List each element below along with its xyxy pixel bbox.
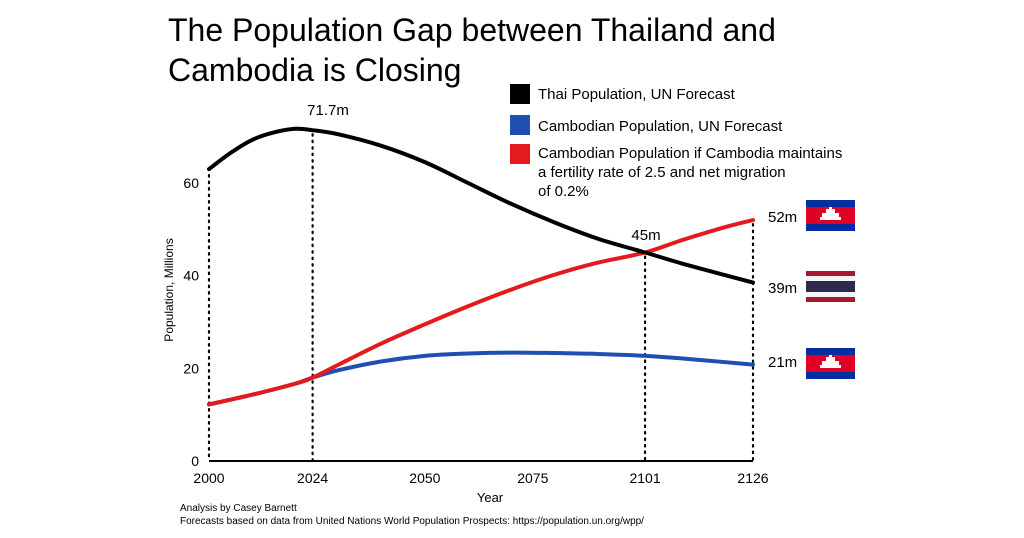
series-line-cambodia-un [207, 350, 755, 407]
x-axis-label: Year [477, 490, 504, 505]
x-tick-label: 2000 [193, 470, 224, 486]
thailand-flag [806, 271, 855, 302]
legend-swatch-thai [510, 84, 530, 104]
legend-label-line-3: of 0.2% [538, 183, 589, 200]
y-tick-label: 0 [191, 453, 199, 469]
vertical-markers [207, 133, 755, 463]
x-tick-label: 2126 [737, 470, 768, 486]
end-label-cambodia-high: 52m [768, 209, 797, 226]
x-tick-label: 2050 [409, 470, 440, 486]
y-tick-labels: 0 20 40 60 [183, 175, 199, 469]
series-line-thai [207, 126, 755, 285]
x-tick-label: 2075 [517, 470, 548, 486]
legend-label-thai: Thai Population, UN Forecast [538, 86, 736, 103]
y-tick-label: 60 [183, 175, 199, 191]
end-label-thailand: 39m [768, 280, 797, 297]
series-lines [207, 126, 755, 407]
cambodia-flag [806, 348, 855, 379]
footer-source: Forecasts based on data from United Nati… [180, 516, 644, 527]
cambodia-flag [806, 200, 855, 231]
x-tick-labels: 2000 2024 2050 2075 2101 2126 [193, 470, 768, 486]
y-tick-label: 20 [183, 360, 199, 376]
legend-label-line-1: Cambodian Population if Cambodia maintai… [538, 145, 842, 162]
y-tick-label: 40 [183, 268, 199, 284]
legend: Thai Population, UN Forecast Cambodian P… [510, 84, 847, 200]
chart-title: The Population Gap between Thailand and … [168, 12, 776, 88]
end-label-cambodia-un: 21m [768, 354, 797, 371]
x-tick-label: 2024 [297, 470, 328, 486]
x-tick-label: 2101 [629, 470, 660, 486]
legend-swatch-cambodia-high [510, 144, 530, 164]
legend-swatch-cambodia-un [510, 115, 530, 135]
crossing-label: 45m [631, 227, 660, 244]
legend-label-cambodia-high: Cambodian Population if Cambodia maintai… [538, 145, 847, 200]
annotations: 71.7m 45m 52m 39m 21m [307, 102, 797, 371]
y-axis-label: Population, Millions [162, 238, 176, 341]
peak-label: 71.7m [307, 102, 349, 119]
footer-credit: Analysis by Casey Barnett [180, 503, 297, 514]
legend-label-cambodia-un: Cambodian Population, UN Forecast [538, 118, 783, 135]
legend-label-line-2: a fertility rate of 2.5 and net migratio… [538, 164, 786, 181]
series-line-cambodia-high [207, 218, 755, 407]
